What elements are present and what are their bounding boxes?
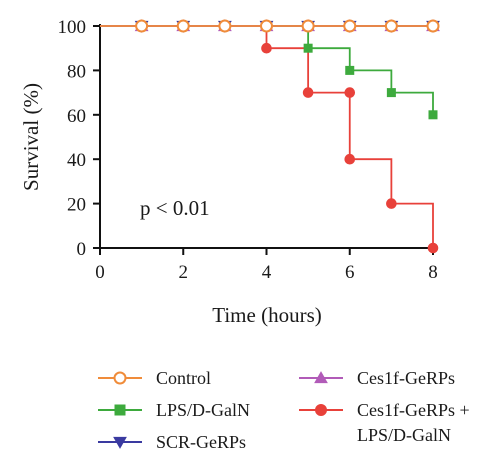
legend-item: Control bbox=[98, 368, 211, 388]
y-tick-label: 100 bbox=[58, 17, 87, 38]
legend-item: SCR-GeRPs bbox=[98, 432, 246, 452]
legend: Control LPS/D-GalN SCR-GeRPs Ces1f-GeRPs Ces… bbox=[98, 368, 470, 452]
data-point bbox=[344, 153, 356, 165]
data-point bbox=[218, 19, 232, 33]
data-point bbox=[260, 19, 273, 33]
data-point bbox=[426, 19, 440, 33]
legend-label: LPS/D-GalN bbox=[357, 425, 451, 445]
y-tick-label: 40 bbox=[67, 150, 86, 171]
legend-item: LPS/D-GalN bbox=[98, 400, 250, 420]
y-tick-label: 60 bbox=[67, 106, 86, 127]
data-point bbox=[345, 65, 355, 75]
y-tick-label: 20 bbox=[67, 195, 86, 216]
data-point bbox=[303, 43, 313, 53]
x-tick-label: 4 bbox=[262, 262, 272, 283]
y-axis-title: Survival (%) bbox=[19, 83, 43, 191]
legend-marker bbox=[315, 404, 327, 416]
legend-label: LPS/D-GalN bbox=[156, 400, 250, 420]
data-point bbox=[384, 19, 398, 33]
data-point bbox=[135, 19, 149, 33]
legend-marker bbox=[314, 371, 328, 384]
p-value-annotation: p < 0.01 bbox=[140, 196, 210, 220]
data-point bbox=[386, 198, 397, 209]
legend-item: Ces1f-GeRPs + LPS/D-GalN bbox=[299, 400, 470, 445]
legend-label: Ces1f-GeRPs bbox=[357, 368, 455, 388]
x-tick-label: 8 bbox=[428, 262, 438, 283]
data-point bbox=[428, 110, 438, 120]
legend-marker bbox=[113, 436, 127, 449]
data-point bbox=[386, 88, 396, 98]
data-point bbox=[176, 19, 190, 33]
y-tick-label: 0 bbox=[77, 239, 87, 260]
legend-label: Ces1f-GeRPs + bbox=[357, 400, 470, 420]
x-tick-label: 6 bbox=[345, 262, 355, 283]
data-point bbox=[343, 19, 357, 33]
legend-marker bbox=[113, 371, 127, 385]
data-point bbox=[261, 42, 272, 54]
data-point bbox=[302, 87, 314, 98]
y-tick-label: 80 bbox=[67, 61, 86, 82]
legend-marker bbox=[114, 404, 126, 416]
data-point bbox=[301, 19, 315, 33]
data-point bbox=[344, 87, 356, 98]
data-point bbox=[427, 242, 439, 254]
legend-label: Control bbox=[156, 368, 211, 388]
axes: 0 20 40 60 80 100 0 2 4 6 8 bbox=[58, 17, 438, 283]
series-markers bbox=[134, 19, 440, 254]
x-tick-label: 2 bbox=[179, 262, 189, 283]
legend-item: Ces1f-GeRPs bbox=[299, 368, 455, 388]
legend-label: SCR-GeRPs bbox=[156, 432, 246, 452]
x-axis-title: Time (hours) bbox=[212, 303, 321, 327]
x-tick-label: 0 bbox=[95, 262, 105, 283]
